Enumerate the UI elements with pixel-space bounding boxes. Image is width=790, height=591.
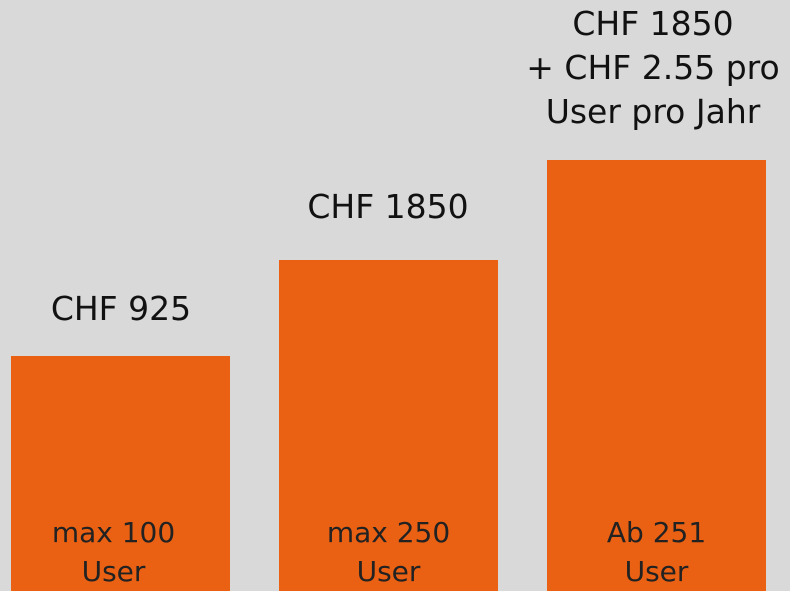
tier-price: CHF 925 <box>0 287 271 331</box>
users-line: User <box>81 555 146 588</box>
price-line: CHF 925 <box>50 289 192 328</box>
users-line: max 100 <box>51 516 176 549</box>
tier-bar <box>547 160 766 591</box>
tier-price: CHF 1850 <box>238 185 538 229</box>
price-line: CHF 1850 <box>307 187 469 226</box>
tier-users: Ab 251 User <box>547 513 766 591</box>
price-line: + CHF 2.55 pro <box>526 48 780 87</box>
users-line: Ab 251 <box>606 516 707 549</box>
tier-users: max 100 User <box>4 513 223 591</box>
tier-price: CHF 1850 + CHF 2.55 pro User pro Jahr <box>503 2 790 134</box>
users-line: User <box>624 555 689 588</box>
price-line: User pro Jahr <box>545 92 761 131</box>
users-line: User <box>356 555 421 588</box>
tier-bar <box>279 260 498 591</box>
tier-bar <box>11 356 230 591</box>
users-line: max 250 <box>326 516 451 549</box>
tier-users: max 250 User <box>279 513 498 591</box>
price-line: CHF 1850 <box>572 4 734 43</box>
